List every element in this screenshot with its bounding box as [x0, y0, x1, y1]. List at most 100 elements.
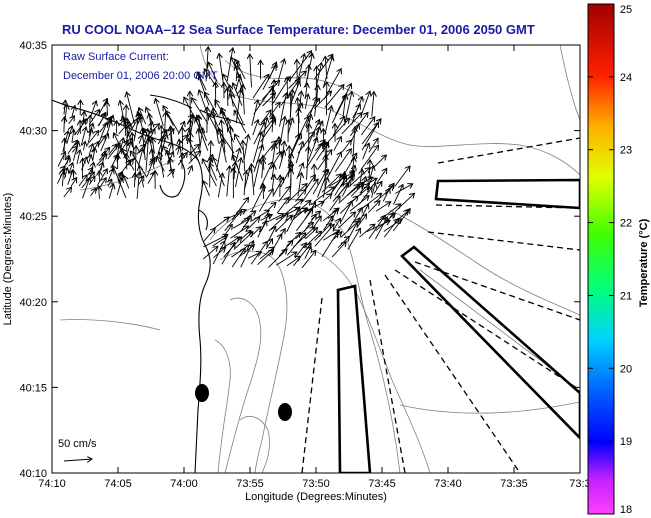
current-vector [244, 171, 246, 196]
current-vector [226, 48, 233, 82]
current-vector [392, 209, 410, 232]
current-vector [88, 167, 93, 176]
current-vector [323, 216, 333, 231]
current-vector [337, 212, 355, 229]
current-vector [272, 177, 284, 197]
current-vector [367, 201, 380, 213]
current-vector [304, 54, 312, 88]
current-vector [296, 200, 311, 214]
current-vector [252, 74, 269, 99]
current-vector [202, 159, 217, 187]
current-vector [66, 126, 73, 145]
current-vector [97, 136, 106, 147]
current-vector [127, 159, 133, 166]
current-vector [251, 164, 254, 196]
x-axis-label: Longitude (Degrees:Minutes) [245, 491, 387, 503]
current-vector [268, 249, 287, 268]
current-vector [324, 85, 344, 108]
map-plot-area: 50 cm/s Raw Surface Current: December 01… [52, 45, 580, 473]
y-axis-label: Latitude (Degrees:Minutes) [2, 193, 14, 326]
current-vector [296, 209, 312, 232]
current-vector [146, 159, 154, 177]
current-vector [138, 149, 143, 166]
current-vector [273, 144, 276, 162]
colorbar-tick-label: 23 [620, 145, 632, 157]
y-tick-label: 40:20 [19, 297, 47, 309]
x-tick-label: 73:45 [368, 478, 396, 490]
current-vector [124, 175, 130, 189]
current-vector [250, 54, 252, 88]
current-vector [266, 202, 276, 213]
current-vector [108, 144, 117, 156]
current-vector [360, 117, 375, 136]
current-vector [135, 173, 136, 188]
colorbar-tick-label: 19 [620, 436, 632, 448]
current-vector [243, 85, 245, 115]
y-axis-ticks: 40:35 40:30 40:25 40:20 40:15 40:10 [19, 40, 580, 480]
current-vector [243, 135, 248, 160]
current-vector [285, 184, 307, 205]
current-vector [305, 143, 323, 169]
current-vector [348, 218, 360, 238]
current-vector [223, 210, 246, 221]
y-tick-label: 40:35 [19, 40, 47, 52]
current-vector [126, 142, 132, 156]
current-vector [259, 247, 274, 260]
current-vector [231, 248, 245, 268]
current-vector [108, 117, 111, 127]
current-vector [159, 152, 165, 178]
y-tick-label: 40:15 [19, 382, 47, 394]
current-vector [77, 150, 80, 165]
current-vector [76, 119, 85, 136]
current-vector [329, 196, 341, 212]
current-vector [340, 201, 352, 222]
current-vector [117, 140, 128, 156]
current-vector [308, 120, 320, 145]
current-vector [393, 185, 403, 205]
current-vector [88, 176, 95, 185]
current-vector [386, 213, 393, 224]
current-vector [90, 101, 97, 118]
transect-boxes [336, 178, 580, 473]
station-marker [195, 384, 209, 402]
y-tick-label: 40:30 [19, 126, 47, 138]
current-vector [334, 149, 351, 172]
x-axis-ticks: 74:10 74:05 74:00 73:55 73:50 73:45 73:40 73:35… [38, 45, 591, 490]
current-vector [278, 59, 285, 80]
current-vector [243, 141, 245, 172]
colorbar-tick-label: 24 [620, 72, 632, 84]
current-vector [350, 187, 370, 203]
current-vector [313, 127, 320, 145]
current-vector [221, 242, 235, 265]
current-vector [196, 118, 209, 151]
current-vector [265, 239, 272, 250]
scale-label: 50 cm/s [58, 438, 97, 450]
current-vector [252, 120, 258, 136]
current-vector [231, 198, 248, 221]
current-vector [311, 216, 321, 230]
current-vector [276, 197, 289, 214]
current-vector [331, 242, 346, 258]
current-vector [90, 188, 97, 197]
current-vector [227, 166, 230, 197]
current-vector [295, 116, 308, 142]
x-tick-label: 73:50 [302, 478, 330, 490]
current-vector [297, 60, 298, 88]
current-vector [257, 214, 269, 238]
current-vector [72, 106, 75, 118]
current-vector [278, 151, 284, 169]
current-vector [155, 99, 164, 127]
x-tick-label: 73:3 [569, 478, 590, 490]
current-vector [394, 166, 410, 187]
current-vector [330, 174, 345, 194]
current-vector [295, 142, 303, 164]
current-vector [240, 230, 251, 240]
current-vector [258, 189, 273, 212]
current-vector [116, 178, 122, 196]
current-vector [230, 226, 249, 239]
current-vector [394, 184, 413, 194]
current-vector [118, 119, 125, 127]
current-vector [368, 138, 378, 153]
current-vector [208, 62, 218, 82]
